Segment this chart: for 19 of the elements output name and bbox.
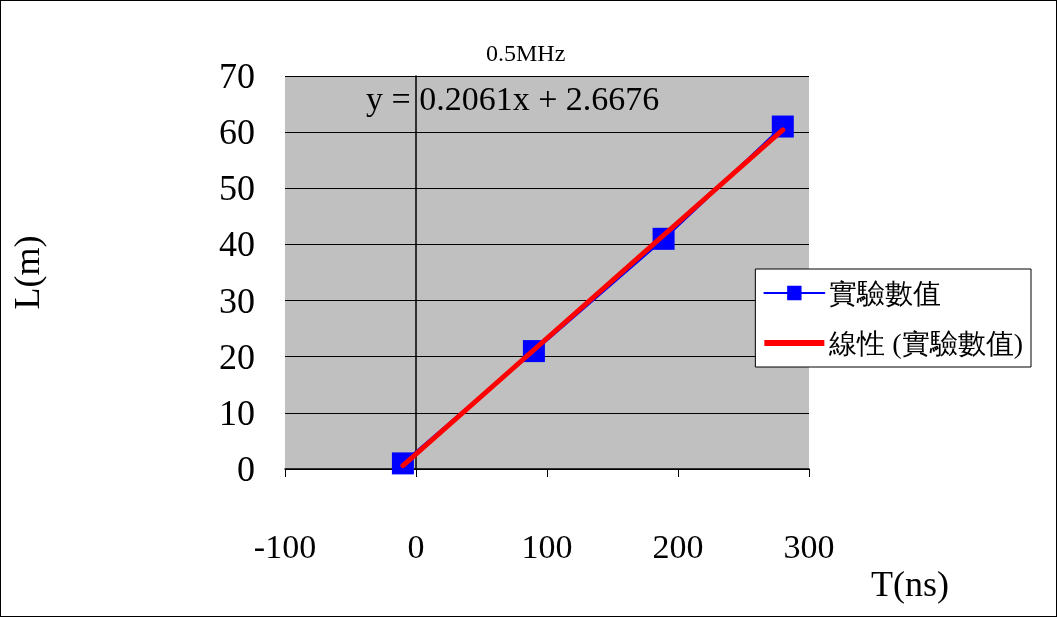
y-tick-label: 20 — [219, 336, 255, 377]
x-tick-label: 0 — [407, 527, 425, 565]
chart-title: 0.5MHz — [486, 40, 566, 66]
annotation: y = 0.2061x + 2.6676 — [366, 79, 660, 117]
x-tick-label: 300 — [783, 527, 835, 565]
y-axis-title: L(m) — [7, 235, 47, 310]
x-axis-title: T(ns) — [871, 564, 949, 604]
x-tick-label: -100 — [253, 527, 317, 565]
x-tick-label: 200 — [652, 527, 704, 565]
y-tick-label: 70 — [219, 56, 255, 96]
y-tick-label: 40 — [219, 224, 255, 265]
legend-label: 線性 (實驗數值) — [828, 327, 1024, 359]
y-tick-label: 50 — [219, 168, 255, 209]
y-tick-label: 60 — [219, 112, 255, 153]
x-tick-label: 100 — [521, 527, 573, 565]
legend-label: 實驗數值 — [829, 277, 942, 309]
y-tick-label: 0 — [237, 449, 255, 489]
y-tick-label: 10 — [219, 392, 255, 433]
y-tick-label: 30 — [219, 280, 255, 321]
